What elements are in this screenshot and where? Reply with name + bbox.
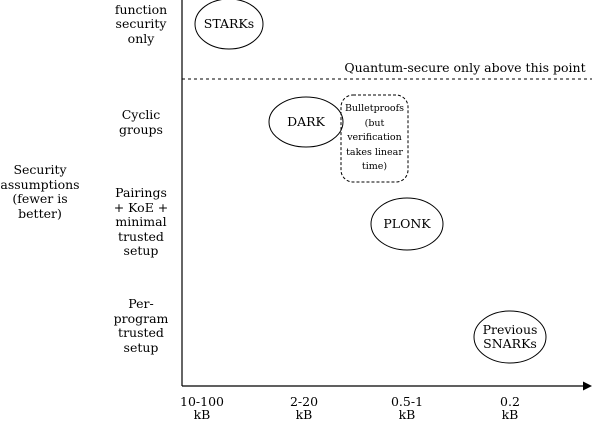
starks-ellipse: [194, 0, 264, 50]
row-label-pairings: Pairings + KoE + minimal trusted setup: [113, 185, 169, 258]
column-label-0.2kb: 0.2 kB: [500, 394, 520, 422]
row-label-per-program: Per- program trusted setup: [113, 296, 169, 355]
node-previous-snarks: Previous SNARKs: [482, 321, 538, 351]
row-label-hash: Hash function security only: [114, 0, 168, 46]
y-axis-title: Security assumptions (fewer is better): [0, 162, 80, 221]
column-label-2-20kb: 2-20 kB: [289, 394, 319, 422]
column-label-10-100kb: 10-100 kB: [180, 394, 224, 422]
plonk-ellipse: [370, 197, 444, 251]
dark-ellipse: [268, 96, 344, 148]
x-axis-arrowhead: [583, 381, 592, 391]
previous-snarks-ellipse: [473, 310, 547, 364]
column-label-0.5-1kb: 0.5-1 kB: [390, 394, 424, 422]
node-dark: DARK: [287, 113, 325, 129]
quantum-threshold-note: Quantum-secure only above this point: [344, 60, 586, 75]
row-label-cyclic: Cyclic groups: [119, 107, 163, 137]
node-starks: STARKs: [203, 15, 255, 31]
node-plonk: PLONK: [383, 215, 431, 231]
node-bulletproofs: Bulletproofs (but verification takes lin…: [344, 103, 405, 173]
bulletproofs-box: [340, 94, 409, 183]
